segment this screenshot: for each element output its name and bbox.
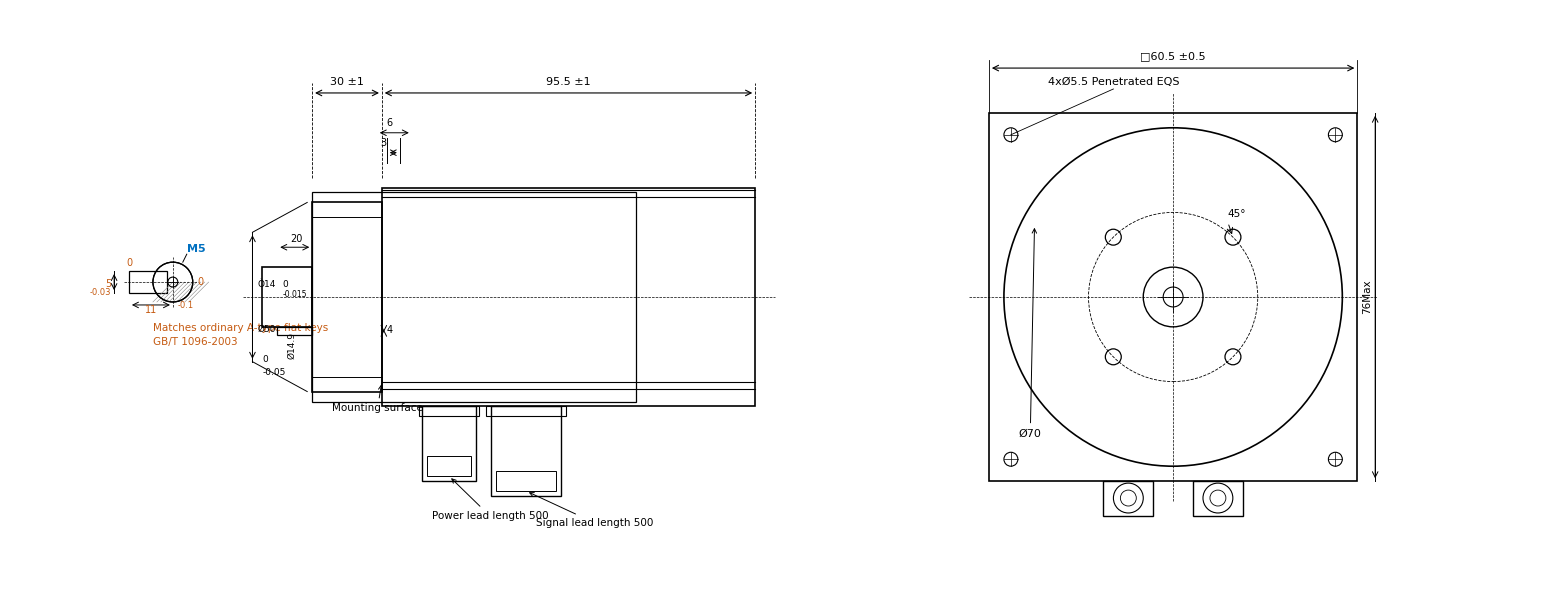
Text: Ø14.9: Ø14.9: [287, 332, 296, 359]
Bar: [990, 113, 1357, 481]
Text: 76Max: 76Max: [1362, 279, 1373, 314]
Text: □60.5 ±0.5: □60.5 ±0.5: [1140, 51, 1207, 61]
Text: -0.03: -0.03: [90, 288, 112, 297]
Bar: [487, 407, 566, 416]
Text: 0: 0: [197, 277, 203, 287]
Text: Signal lead length 500: Signal lead length 500: [530, 493, 653, 528]
Text: Ò14: Ò14: [257, 280, 276, 289]
Text: GB/T 1096-2003: GB/T 1096-2003: [154, 337, 237, 347]
Bar: [1103, 481, 1154, 516]
Text: -0.015: -0.015: [282, 290, 307, 299]
Bar: [1193, 481, 1242, 516]
Text: 11: 11: [144, 305, 157, 315]
Text: 3: 3: [380, 138, 386, 148]
Text: 95.5 ±1: 95.5 ±1: [546, 77, 591, 87]
Text: 0: 0: [282, 280, 288, 289]
Text: 20: 20: [290, 234, 302, 244]
Text: 5: 5: [105, 279, 112, 289]
Bar: [427, 456, 472, 476]
Text: 45°: 45°: [1228, 210, 1247, 220]
Text: Matches ordinary A-type flat keys: Matches ordinary A-type flat keys: [154, 323, 329, 333]
Text: 6: 6: [386, 118, 392, 128]
Text: Ø70: Ø70: [1019, 229, 1042, 438]
Bar: [496, 471, 557, 491]
Text: 4: 4: [386, 325, 392, 335]
Text: 0: 0: [262, 355, 268, 363]
Text: M5: M5: [186, 244, 205, 254]
Text: 30 ±1: 30 ±1: [330, 77, 364, 87]
Bar: [262, 267, 312, 327]
Bar: [419, 407, 479, 416]
Bar: [129, 271, 168, 293]
Text: -0.05: -0.05: [262, 368, 285, 377]
Text: 4xØ5.5 Penetrated EQS: 4xØ5.5 Penetrated EQS: [1047, 77, 1179, 87]
Text: Ø50: Ø50: [257, 325, 276, 334]
Bar: [312, 202, 382, 391]
Bar: [278, 327, 312, 335]
Text: 0: 0: [126, 258, 132, 268]
Text: Mounting surface: Mounting surface: [332, 385, 423, 413]
Text: -0.1: -0.1: [178, 301, 194, 310]
Bar: [312, 192, 636, 401]
Text: Power lead length 500: Power lead length 500: [431, 479, 548, 521]
Bar: [382, 188, 755, 407]
Bar: [492, 407, 561, 496]
Bar: [422, 407, 476, 481]
